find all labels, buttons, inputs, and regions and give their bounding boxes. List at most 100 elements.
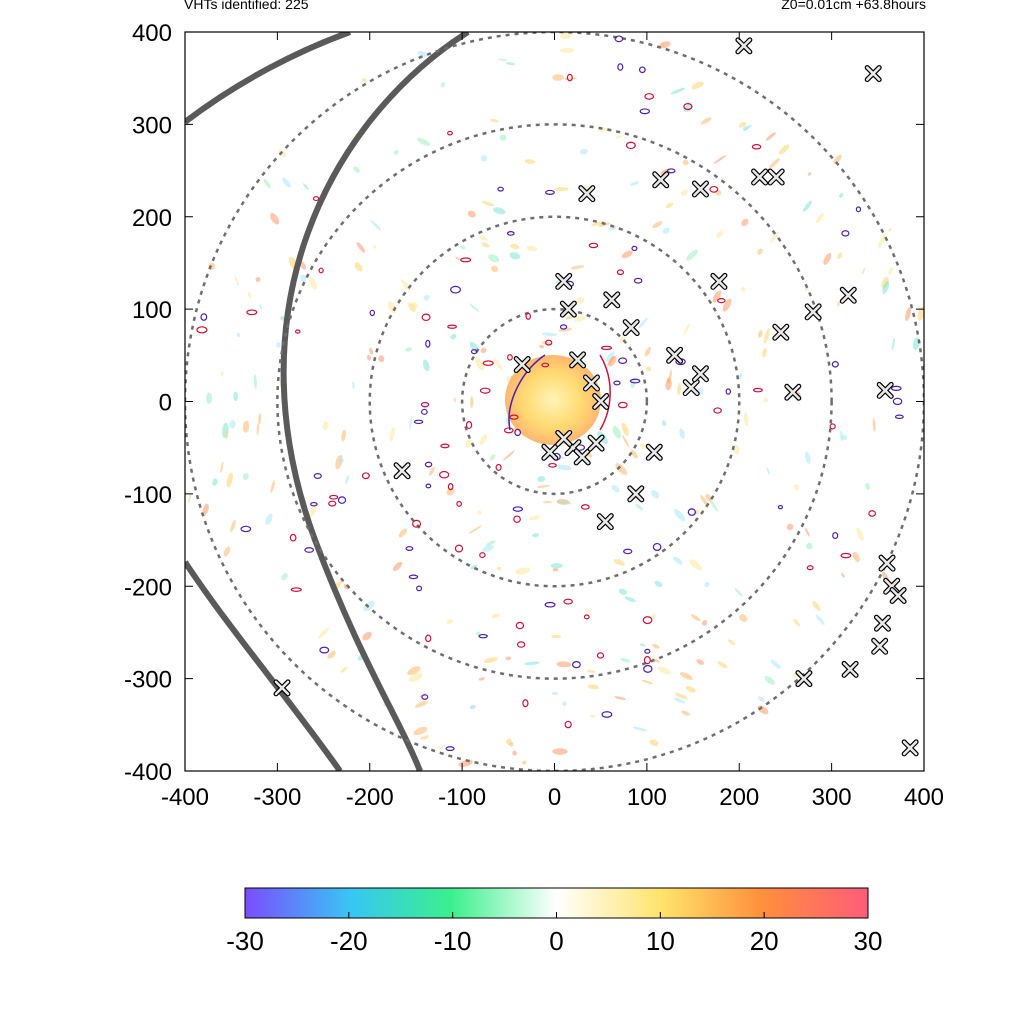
contour-loop: [465, 420, 473, 430]
contour-loop: [583, 614, 590, 620]
field-patch: [356, 242, 366, 253]
contour-loop: [425, 339, 431, 348]
field-patch: [807, 172, 812, 176]
vht-marker: [839, 286, 857, 304]
vht-marker: [710, 272, 728, 290]
contour-loop: [832, 532, 839, 540]
vht-marker: [841, 660, 859, 678]
field-patch: [417, 137, 431, 146]
vht-marker-fill: [598, 514, 613, 529]
vht-marker-fill: [514, 357, 530, 372]
field-patch: [417, 50, 428, 58]
field-patch: [708, 498, 718, 512]
field-patch: [551, 634, 562, 639]
field-patch: [833, 154, 842, 165]
field-patch: [763, 328, 770, 344]
contour-loop: [196, 326, 208, 334]
vht-marker-fill: [570, 352, 585, 368]
vht-marker: [582, 374, 600, 392]
vht-marker: [784, 383, 802, 401]
contour-loop: [337, 496, 347, 504]
range-rings: [185, 32, 924, 771]
contour-loop: [601, 711, 613, 718]
field-patch: [475, 356, 485, 372]
x-tick-label: -300: [253, 784, 301, 811]
field-patch: [470, 564, 478, 570]
contour-loop: [479, 552, 486, 558]
field-patch: [341, 429, 347, 442]
field-patch: [621, 422, 629, 436]
field-patch: [917, 306, 924, 321]
field-patch: [638, 317, 648, 329]
field-patch: [491, 613, 500, 619]
vht-markers: [273, 37, 919, 757]
field-patch: [465, 439, 472, 448]
contour-loop: [495, 463, 502, 471]
field-patch: [770, 659, 781, 669]
field-patch: [493, 357, 503, 371]
contour-loop: [751, 144, 762, 150]
contour-loop: [545, 189, 555, 195]
field-patch: [621, 250, 633, 259]
field-patch: [812, 601, 821, 611]
field-patch: [362, 631, 372, 641]
field-patch: [717, 661, 728, 669]
contour-loop: [470, 349, 478, 355]
contour-loop: [447, 130, 453, 136]
field-patch: [757, 696, 765, 702]
field-patch: [212, 478, 218, 486]
field-patch: [839, 193, 844, 198]
field-patch: [630, 181, 640, 186]
field-patch: [823, 252, 832, 265]
field-patch: [861, 267, 866, 275]
field-patch: [677, 382, 682, 396]
field-patch: [683, 104, 693, 112]
field-patch: [226, 472, 233, 488]
field-patch: [778, 144, 790, 155]
field-patch: [506, 62, 515, 66]
field-patch: [674, 692, 688, 700]
field-patch: [652, 643, 660, 649]
field-patch: [400, 278, 411, 292]
contour-loop: [450, 285, 461, 294]
field-patch: [586, 609, 591, 613]
contour-loop: [515, 621, 525, 630]
field-patch: [393, 149, 399, 155]
vht-marker-fill: [574, 449, 590, 465]
contour-loop: [405, 546, 414, 551]
field-patch: [641, 679, 654, 685]
field-patch: [498, 58, 508, 62]
field-patch: [551, 691, 559, 696]
field-patch: [872, 418, 876, 432]
field-patch: [340, 666, 348, 673]
field-patch: [229, 420, 236, 429]
contour-loop: [623, 548, 633, 555]
field-patch: [905, 307, 912, 321]
field-patch: [436, 744, 448, 749]
contour-loop: [416, 585, 423, 592]
field-patch: [793, 484, 800, 491]
field-patch: [409, 416, 413, 430]
field-patch: [372, 244, 377, 249]
contour-loop: [478, 633, 488, 639]
field-patch: [220, 461, 224, 473]
contour-loop: [421, 313, 431, 322]
field-patch: [815, 614, 825, 625]
field-patch: [428, 466, 435, 476]
vht-marker-fill: [646, 445, 662, 460]
x-tick-label: 300: [812, 784, 852, 811]
contour-loop: [868, 510, 877, 517]
field-patch: [479, 433, 488, 446]
field-patch: [597, 127, 611, 132]
field-patch: [579, 148, 588, 155]
contour-loop: [548, 462, 557, 468]
contour-loop: [616, 269, 625, 276]
field-patch: [696, 659, 705, 665]
field-patch: [738, 121, 747, 128]
field-patch: [485, 540, 496, 546]
contour-loop: [601, 345, 613, 351]
field-patch: [852, 551, 861, 563]
field-patch: [764, 676, 775, 685]
contour-loop: [894, 414, 904, 419]
field-patch: [440, 81, 446, 88]
